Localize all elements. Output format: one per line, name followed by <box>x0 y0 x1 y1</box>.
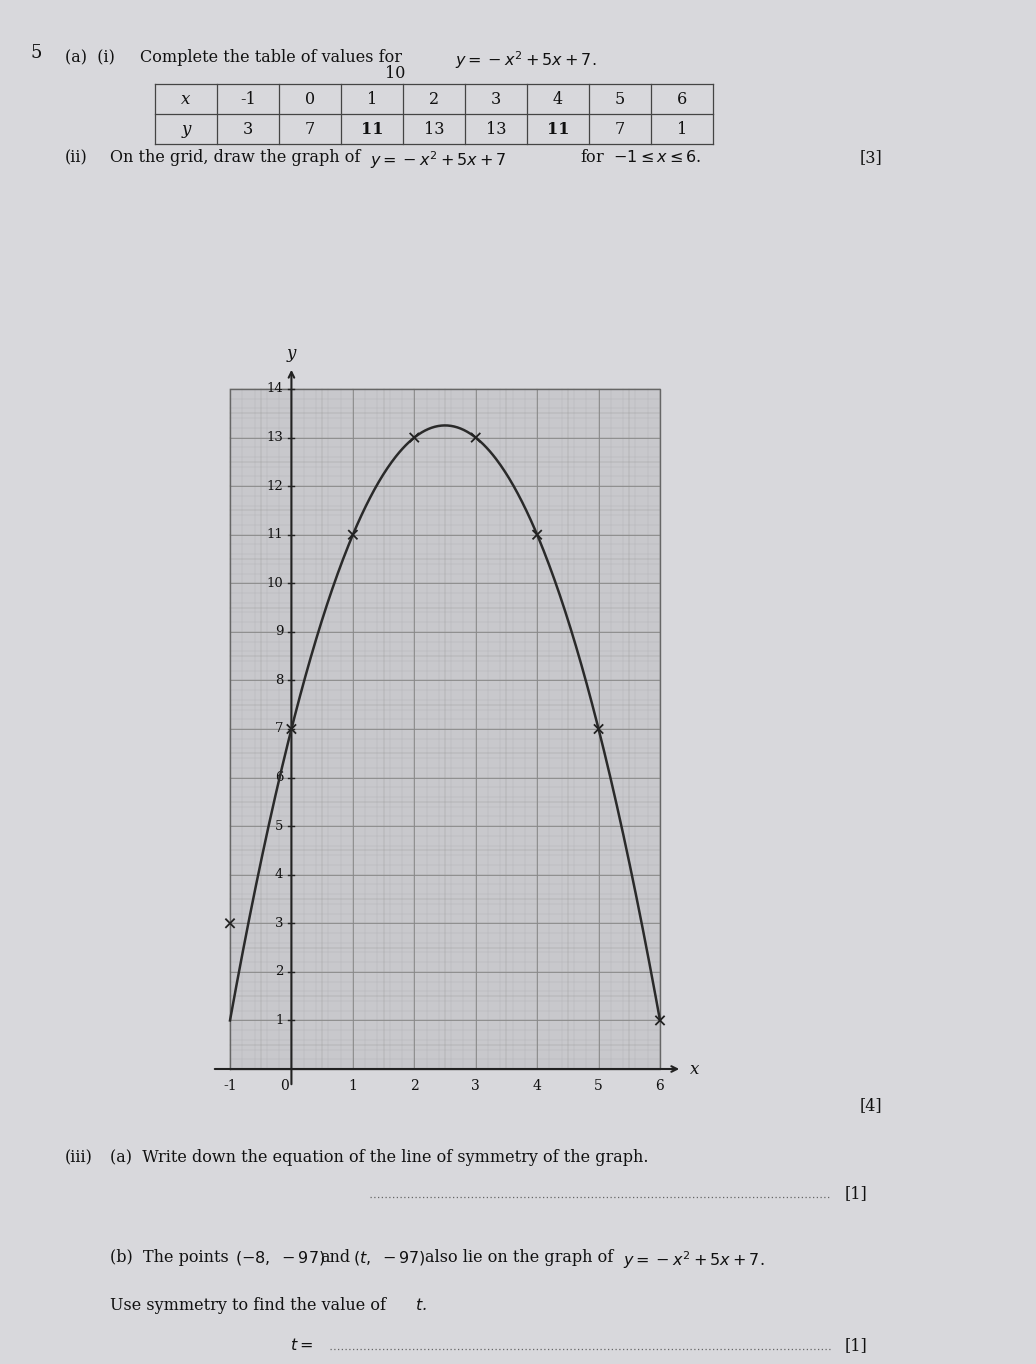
Text: [3]: [3] <box>860 149 883 166</box>
Text: (b)  The points: (b) The points <box>110 1249 229 1266</box>
Text: (ii): (ii) <box>65 149 88 166</box>
Text: 1: 1 <box>677 120 687 138</box>
Text: 2: 2 <box>429 90 439 108</box>
Text: 4: 4 <box>533 1079 542 1093</box>
Text: 7: 7 <box>275 723 284 735</box>
Text: also lie on the graph of: also lie on the graph of <box>425 1249 613 1266</box>
Text: y: y <box>287 345 296 363</box>
Text: 3: 3 <box>242 120 253 138</box>
Text: 10: 10 <box>266 577 284 589</box>
Text: and: and <box>320 1249 350 1266</box>
Text: 2: 2 <box>410 1079 419 1093</box>
Text: 13: 13 <box>266 431 284 445</box>
Text: Complete the table of values for: Complete the table of values for <box>140 49 402 65</box>
Text: 12: 12 <box>266 480 284 492</box>
Text: 5: 5 <box>595 1079 603 1093</box>
Bar <box>230 389 660 1069</box>
Text: $(-8,\ -97)$: $(-8,\ -97)$ <box>235 1249 325 1267</box>
Text: 6: 6 <box>677 90 687 108</box>
Text: 4: 4 <box>553 90 563 108</box>
Text: x: x <box>690 1060 699 1078</box>
Text: 1: 1 <box>348 1079 357 1093</box>
Text: 10: 10 <box>384 65 405 82</box>
Text: 6: 6 <box>275 771 284 784</box>
Text: 4: 4 <box>275 869 284 881</box>
Text: y: y <box>181 120 191 138</box>
Text: 8: 8 <box>275 674 284 687</box>
Text: 3: 3 <box>471 1079 480 1093</box>
Text: 7: 7 <box>615 120 625 138</box>
Text: 0: 0 <box>280 1079 289 1093</box>
Text: 5: 5 <box>30 44 41 61</box>
Text: 3: 3 <box>275 917 284 930</box>
Text: 1: 1 <box>367 90 377 108</box>
Text: (a)  Write down the equation of the line of symmetry of the graph.: (a) Write down the equation of the line … <box>110 1148 649 1166</box>
Text: 2: 2 <box>275 966 284 978</box>
Text: 7: 7 <box>305 120 315 138</box>
Text: (iii): (iii) <box>65 1148 93 1166</box>
Text: Use symmetry to find the value of: Use symmetry to find the value of <box>110 1297 386 1314</box>
Text: 5: 5 <box>275 820 284 832</box>
Text: 13: 13 <box>486 120 507 138</box>
Text: 0: 0 <box>305 90 315 108</box>
Text: $(t,\ -97)$: $(t,\ -97)$ <box>353 1249 426 1267</box>
Text: 14: 14 <box>266 382 284 396</box>
Text: -1: -1 <box>240 90 256 108</box>
Text: [1]: [1] <box>845 1185 868 1203</box>
Text: $y = -x^2 + 5x + 7.$: $y = -x^2 + 5x + 7.$ <box>455 49 597 71</box>
Text: $y = -x^2 + 5x + 7$.: $y = -x^2 + 5x + 7$. <box>623 1249 765 1271</box>
Text: [1]: [1] <box>845 1338 868 1354</box>
Text: 11: 11 <box>547 120 569 138</box>
Text: x: x <box>181 90 191 108</box>
Text: $t =$: $t =$ <box>290 1338 313 1354</box>
Text: 5: 5 <box>615 90 625 108</box>
Text: 11: 11 <box>361 120 383 138</box>
Text: 1: 1 <box>275 1013 284 1027</box>
Text: 9: 9 <box>275 625 284 638</box>
Text: $y = -x^2 + 5x + 7$: $y = -x^2 + 5x + 7$ <box>370 149 507 170</box>
Text: $t$.: $t$. <box>415 1297 427 1314</box>
Text: 6: 6 <box>656 1079 664 1093</box>
Text: 11: 11 <box>266 528 284 542</box>
Text: On the grid, draw the graph of: On the grid, draw the graph of <box>110 149 361 166</box>
Text: (a)  (i): (a) (i) <box>65 49 115 65</box>
Text: 13: 13 <box>424 120 444 138</box>
Text: -1: -1 <box>223 1079 237 1093</box>
Text: [4]: [4] <box>860 1097 883 1114</box>
Text: for  $-1 \leq x \leq 6$.: for $-1 \leq x \leq 6$. <box>580 149 701 166</box>
Text: 3: 3 <box>491 90 501 108</box>
